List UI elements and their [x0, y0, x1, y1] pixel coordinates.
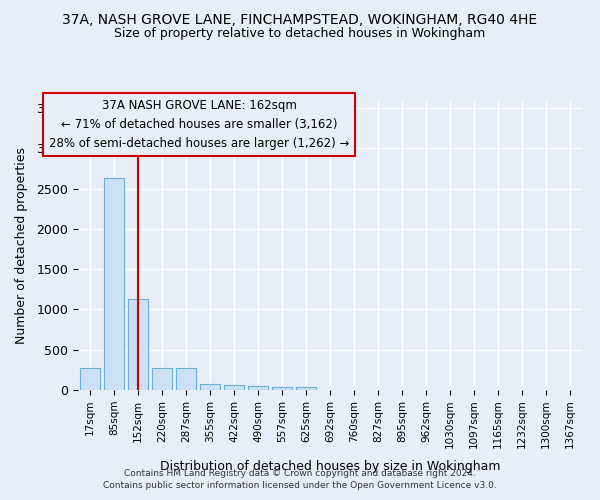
- X-axis label: Distribution of detached houses by size in Wokingham: Distribution of detached houses by size …: [160, 460, 500, 472]
- Bar: [272, 387, 292, 390]
- Bar: [248, 386, 268, 390]
- Bar: [104, 178, 124, 390]
- Text: 37A, NASH GROVE LANE, FINCHAMPSTEAD, WOKINGHAM, RG40 4HE: 37A, NASH GROVE LANE, FINCHAMPSTEAD, WOK…: [62, 12, 538, 26]
- Bar: [176, 368, 196, 390]
- Bar: [200, 384, 220, 390]
- Bar: [224, 385, 244, 390]
- Text: 37A NASH GROVE LANE: 162sqm
← 71% of detached houses are smaller (3,162)
28% of : 37A NASH GROVE LANE: 162sqm ← 71% of det…: [49, 99, 349, 150]
- Bar: [296, 387, 316, 390]
- Text: Contains HM Land Registry data © Crown copyright and database right 2024.: Contains HM Land Registry data © Crown c…: [124, 468, 476, 477]
- Bar: [80, 368, 100, 390]
- Bar: [128, 299, 148, 390]
- Y-axis label: Number of detached properties: Number of detached properties: [15, 146, 28, 344]
- Text: Size of property relative to detached houses in Wokingham: Size of property relative to detached ho…: [115, 28, 485, 40]
- Text: Contains public sector information licensed under the Open Government Licence v3: Contains public sector information licen…: [103, 481, 497, 490]
- Bar: [152, 368, 172, 390]
